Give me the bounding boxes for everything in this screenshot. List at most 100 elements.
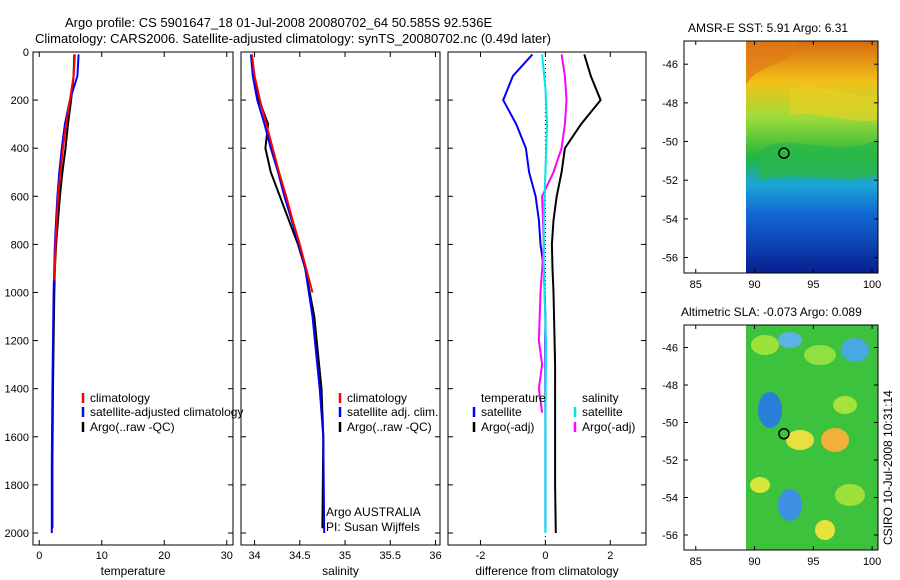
footer-stamp: CSIRO 10-Jul-2008 10:31:14 bbox=[881, 390, 895, 545]
sla-blob bbox=[833, 396, 857, 414]
legend-title: salinity bbox=[582, 391, 619, 405]
y-tick-label: 600 bbox=[11, 191, 29, 203]
legend-label: climatology bbox=[347, 391, 407, 405]
sst-warm-patch bbox=[746, 41, 800, 85]
series-line bbox=[249, 54, 326, 534]
sla-blob bbox=[751, 335, 779, 355]
y-tick-label: -52 bbox=[662, 455, 678, 467]
sla-blob bbox=[778, 489, 802, 521]
series-line bbox=[51, 54, 76, 529]
sla-blob bbox=[835, 484, 865, 506]
y-tick-label: -56 bbox=[662, 253, 678, 265]
legend-label: Argo(-adj) bbox=[481, 420, 534, 434]
sst-map-title: AMSR-E SST: 5.91 Argo: 6.31 bbox=[688, 21, 848, 35]
temperature-panel: 0 10 20 30 0 200 400 600 800 1000 1200 1400 1600 1800… bbox=[5, 47, 244, 578]
legend-label: satellite bbox=[481, 405, 522, 419]
difference-panel: -2 0 2 difference from climatology temperatu… bbox=[447, 51, 647, 578]
sst-yellow-band bbox=[790, 87, 878, 122]
y-tick-label: 1000 bbox=[5, 287, 29, 299]
x-axis-label: salinity bbox=[322, 564, 359, 578]
axes-box bbox=[447, 51, 647, 546]
series-line bbox=[250, 54, 314, 293]
x-tick-label: 85 bbox=[690, 556, 702, 568]
x-tick-label: 36 bbox=[429, 550, 441, 562]
legend-label: satellite bbox=[582, 405, 623, 419]
x-tick-label: -2 bbox=[476, 550, 486, 562]
y-tick-label: -56 bbox=[662, 530, 678, 542]
y-tick-label: -54 bbox=[662, 214, 678, 226]
x-tick-label: 34.5 bbox=[289, 550, 310, 562]
salinity-panel: 34 34.5 35 35.5 36 salinity climatologysatelli… bbox=[240, 51, 442, 578]
series-line bbox=[537, 54, 568, 413]
axes-box bbox=[240, 51, 441, 546]
sst-green-band bbox=[760, 140, 878, 180]
x-tick-label: 0 bbox=[542, 550, 548, 562]
argo-location-marker bbox=[778, 147, 790, 159]
legend-label: satellite adj. clim. bbox=[347, 405, 438, 419]
y-tick-label: -52 bbox=[662, 175, 678, 187]
sla-blob bbox=[815, 520, 835, 540]
legend-title: temperature bbox=[481, 391, 546, 405]
sla-blob bbox=[821, 428, 849, 452]
y-tick-label: -48 bbox=[662, 380, 678, 392]
x-tick-label: 35.5 bbox=[380, 550, 401, 562]
y-tick-label: 2000 bbox=[5, 528, 29, 540]
x-tick-label: 10 bbox=[96, 550, 108, 562]
y-tick-label: -54 bbox=[662, 493, 678, 505]
x-tick-label: 100 bbox=[863, 279, 881, 291]
y-tick-label: 1600 bbox=[5, 432, 29, 444]
pi-annotation: PI: Susan Wijffels bbox=[326, 520, 420, 534]
x-tick-label: 95 bbox=[807, 556, 819, 568]
y-tick-label: 1200 bbox=[5, 336, 29, 348]
sla-blob bbox=[804, 345, 836, 365]
y-tick-label: 800 bbox=[11, 239, 29, 251]
x-tick-label: 0 bbox=[36, 550, 42, 562]
x-tick-label: 30 bbox=[221, 550, 233, 562]
x-tick-label: 90 bbox=[748, 279, 760, 291]
y-tick-label: -48 bbox=[662, 98, 678, 110]
argo-annotation: Argo AUSTRALIA bbox=[326, 505, 421, 519]
legend-label: Argo(..raw -QC) bbox=[90, 420, 175, 434]
x-tick-label: 100 bbox=[863, 556, 881, 568]
x-axis-label: difference from climatology bbox=[475, 564, 618, 578]
legend-label: Argo(..raw -QC) bbox=[347, 420, 432, 434]
y-tick-label: -50 bbox=[662, 418, 678, 430]
x-tick-label: 20 bbox=[158, 550, 170, 562]
map-axes-box bbox=[683, 40, 879, 274]
series-line bbox=[541, 54, 549, 533]
y-tick-label: 1800 bbox=[5, 480, 29, 492]
sla-blob bbox=[758, 392, 782, 428]
title-line-2: Climatology: CARS2006. Satellite-adjuste… bbox=[35, 31, 551, 46]
x-tick-label: 90 bbox=[748, 556, 760, 568]
x-tick-label: 34 bbox=[248, 550, 260, 562]
argo-location-marker bbox=[778, 428, 790, 440]
series-line bbox=[502, 53, 547, 529]
sla-map-panel: 85 90 95 100 -46 -48 -50 -52 -54 -56 bbox=[662, 324, 881, 568]
legend-label: climatology bbox=[90, 391, 150, 405]
y-tick-label: 0 bbox=[23, 47, 29, 59]
legend-label: satellite-adjusted climatology bbox=[90, 405, 243, 419]
series-line bbox=[550, 54, 602, 534]
map-axes-box bbox=[683, 324, 879, 551]
sla-map-title: Altimetric SLA: -0.073 Argo: 0.089 bbox=[681, 305, 862, 319]
sla-blob bbox=[786, 430, 814, 450]
axes-box bbox=[32, 51, 234, 546]
y-tick-label: -50 bbox=[662, 137, 678, 149]
x-tick-label: 85 bbox=[690, 279, 702, 291]
sla-blob bbox=[841, 338, 869, 362]
x-tick-label: 35 bbox=[339, 550, 351, 562]
x-axis-label: temperature bbox=[101, 564, 166, 578]
y-tick-label: 200 bbox=[11, 95, 29, 107]
y-tick-label: -46 bbox=[662, 343, 678, 355]
sla-blob bbox=[778, 332, 802, 348]
title-line-1: Argo profile: CS 5901647_18 01-Jul-2008 … bbox=[65, 15, 493, 30]
y-tick-label: 1400 bbox=[5, 384, 29, 396]
legend-label: Argo(-adj) bbox=[582, 420, 635, 434]
series-line bbox=[53, 54, 76, 281]
y-tick-label: -46 bbox=[662, 59, 678, 71]
sla-blob bbox=[750, 477, 770, 493]
y-tick-label: 400 bbox=[11, 143, 29, 155]
sst-map-panel: 85 90 95 100 -46 -48 -50 -52 -54 -56 bbox=[662, 40, 881, 291]
x-tick-label: 95 bbox=[807, 279, 819, 291]
